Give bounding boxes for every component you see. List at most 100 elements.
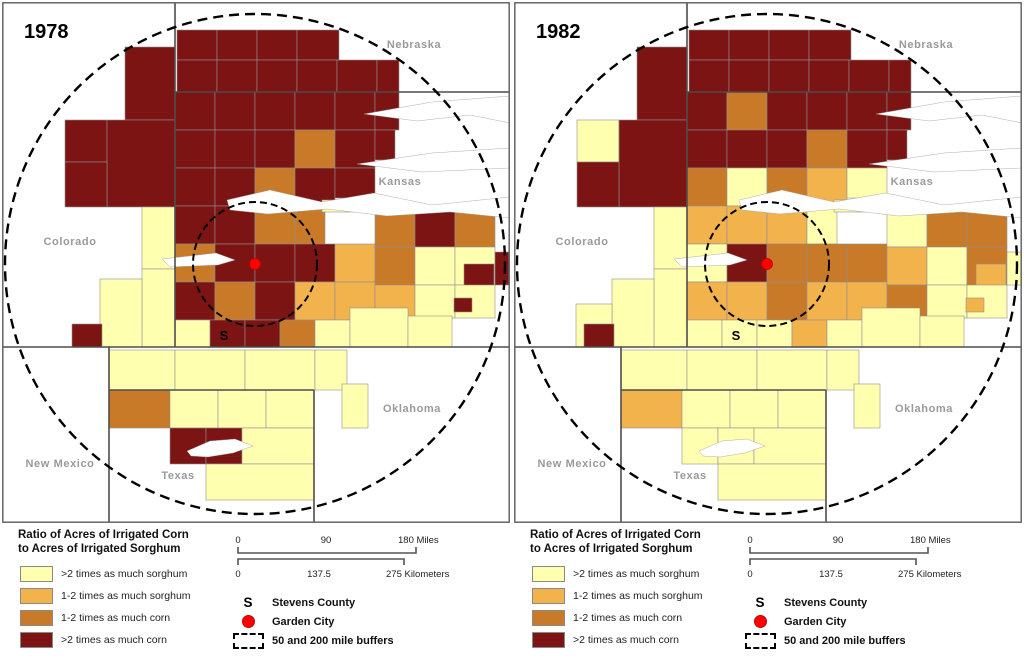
scale-miles-0: 0 [747,535,752,546]
state-label-colorado: Colorado [555,236,608,248]
county-shape [174,319,211,348]
county-shape [314,319,351,348]
county-shape [494,251,510,286]
county-shape [886,246,928,286]
county-shape [265,389,315,429]
swatch-corn-1-2x [532,610,565,626]
garden-city-marker [761,258,773,270]
scale-km-bar [749,558,917,565]
legend-symbol-stevens: S Stevens County [230,593,394,612]
county-shape [717,463,827,501]
county-shape [726,281,768,321]
river-shape [356,147,510,173]
county-shape [294,205,326,245]
county-shape [686,129,728,169]
swatch-corn-2x [532,632,565,648]
county-shape [174,167,216,207]
legend-classes: >2 times as much sorghum 1-2 times as mu… [20,563,191,651]
state-label-texas: Texas [161,470,194,482]
county-shape [846,91,888,131]
state-label-colorado: Colorado [43,236,96,248]
county-shape [728,59,770,93]
county-shape [254,129,296,169]
legend-symbol-buffers: 50 and 200 mile buffers [742,631,906,650]
scale-miles-bar [749,547,929,554]
county-shape [726,91,768,131]
county-shape [653,268,688,348]
county-shape [926,209,968,248]
scale-km-275: 275 Kilometers [386,569,450,580]
county-shape [205,463,315,501]
scale-km-137: 137.5 [819,569,843,580]
county-shape [334,91,376,131]
county-shape [756,319,793,348]
legend-class-label: 1-2 times as much sorghum [61,590,191,602]
county-shape [620,389,683,429]
county-shape [576,161,620,208]
scale-km-137: 137.5 [307,569,331,580]
county-shape [686,281,728,321]
county-shape [728,29,770,61]
state-label-new-mexico: New Mexico [26,458,95,470]
buffer-50mile-circle [704,201,830,327]
county-shape [374,209,416,248]
county-shape [341,383,369,429]
state-label-kansas: Kansas [891,176,934,188]
county-shape [256,29,298,61]
map-panel-1978: S Nebraska Kansas Colorado New Mexico Texas Ok… [2,2,510,657]
legend-class-label: 1-2 times as much corn [573,612,683,624]
county-shape [214,91,256,131]
legend-symbols: S Stevens County Garden City 50 and 200 … [230,593,394,650]
county-shape [414,246,456,286]
legend-class-row: >2 times as much sorghum [532,563,703,585]
stevens-county-s-label: S [732,328,741,343]
river-shape [161,252,236,268]
state-label-texas: Texas [673,470,706,482]
legend-class-label: >2 times as much corn [61,634,167,646]
county-shape [64,119,108,163]
county-shape [965,297,985,313]
county-shape [583,323,615,348]
county-shape [766,243,808,283]
county-shape [926,246,968,286]
county-shape [806,91,848,131]
county-shape [686,167,728,207]
county-shape [808,59,850,93]
county-shape [620,349,688,391]
county-shape [726,129,768,169]
county-shape [334,129,376,169]
legend-class-row: 1-2 times as much sorghum [532,585,703,607]
swatch-sorghum-1-2x [20,588,53,604]
legend-1978: Ratio of Acres of Irrigated Corn to Acre… [2,523,510,655]
stevens-county-glyph: S [243,595,253,610]
county-shape [254,91,296,131]
state-label-oklahoma: Oklahoma [895,403,953,415]
legend-title: Ratio of Acres of Irrigated Corn to Acre… [18,529,189,555]
county-shape [241,427,315,465]
legend-class-row: 1-2 times as much corn [532,607,703,629]
legend-class-label: >2 times as much sorghum [573,568,700,580]
river-shape [673,252,748,268]
county-shape [636,46,688,121]
buffer-200mile-circle [515,12,1019,516]
river-shape [226,189,510,219]
scale-miles-180: 180 Miles [910,535,951,546]
county-shape [254,281,296,321]
legend-symbol-stevens: S Stevens County [742,593,906,612]
county-shape [808,29,852,61]
county-shape [294,129,336,169]
county-shape [214,129,256,169]
county-shape [296,59,338,93]
swatch-sorghum-2x [20,566,53,582]
legend-symbol-garden-city: Garden City [742,612,906,631]
county-shape [766,281,808,321]
county-shape [334,243,376,283]
county-shape [414,284,456,319]
county-shape [766,91,808,131]
county-shape [294,281,336,321]
buffers-label: 50 and 200 mile buffers [784,634,906,647]
county-shape [888,59,912,93]
map-frame [514,2,1022,523]
county-shape [846,167,888,199]
